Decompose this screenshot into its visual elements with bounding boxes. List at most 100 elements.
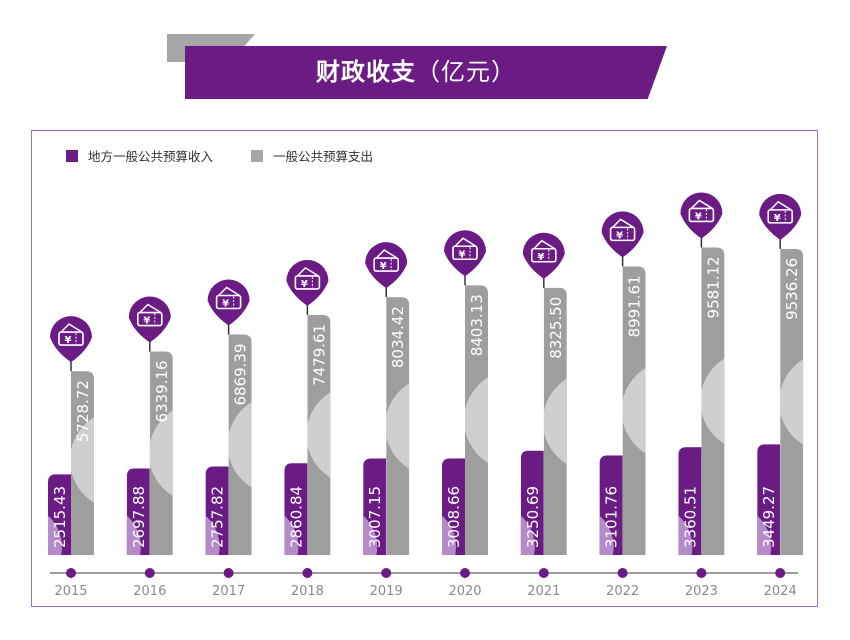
income-bar-group bbox=[599, 455, 623, 555]
income-bar-group bbox=[520, 450, 544, 555]
expenditure-bar-group bbox=[71, 371, 94, 555]
year-tick-label: 2022 bbox=[606, 584, 639, 599]
yuan-symbol: ¥ bbox=[695, 211, 702, 222]
income-value-label: 3101.76 bbox=[603, 486, 621, 548]
year-tick-label: 2021 bbox=[527, 584, 560, 599]
timeline-dot bbox=[302, 568, 313, 578]
yuan-ticket-pin-icon: ¥ bbox=[128, 296, 171, 343]
expenditure-value-label: 8034.42 bbox=[389, 306, 407, 368]
bar-group-2020: 3008.66 8403.13 ¥2020 bbox=[442, 230, 488, 599]
year-tick-label: 2024 bbox=[764, 584, 797, 599]
yuan-symbol: ¥ bbox=[65, 335, 72, 346]
income-value-label: 3250.69 bbox=[524, 486, 542, 548]
expenditure-value-label: 9581.12 bbox=[704, 256, 722, 318]
income-bar-group bbox=[757, 444, 781, 555]
bar-group-2023: 3360.51 9581.12 ¥2023 bbox=[678, 192, 725, 599]
expenditure-bar-group bbox=[386, 297, 410, 555]
expenditure-bar-group bbox=[228, 334, 252, 555]
timeline-dot bbox=[538, 568, 549, 578]
yuan-ticket-pin-icon: ¥ bbox=[365, 242, 408, 289]
expenditure-value-label: 5728.72 bbox=[74, 380, 92, 442]
bar-group-2015: 2515.43 5728.72 ¥2015 bbox=[48, 316, 94, 599]
ticket-front bbox=[609, 226, 636, 242]
yuan-symbol: ¥ bbox=[774, 213, 781, 224]
income-value-label: 3449.27 bbox=[760, 486, 778, 548]
pin-shape bbox=[680, 192, 723, 239]
yuan-symbol: ¥ bbox=[222, 298, 229, 309]
ticket-front bbox=[767, 209, 794, 224]
title-unit: （亿元） bbox=[416, 58, 516, 86]
pin-shape bbox=[522, 232, 565, 279]
year-tick-label: 2017 bbox=[212, 584, 245, 599]
timeline-dot bbox=[223, 568, 234, 578]
income-bar-group bbox=[48, 474, 71, 555]
yuan-symbol: ¥ bbox=[537, 252, 544, 263]
expenditure-value-label: 7479.61 bbox=[310, 324, 328, 386]
ticket-front bbox=[294, 275, 321, 290]
timeline-dot bbox=[66, 568, 76, 578]
timeline-dot bbox=[775, 568, 786, 578]
timeline-dot bbox=[617, 568, 628, 578]
expenditure-value-label: 8325.50 bbox=[547, 297, 565, 359]
year-tick-label: 2018 bbox=[291, 584, 324, 599]
expenditure-bar-group bbox=[780, 248, 804, 555]
expenditure-bar-group bbox=[149, 351, 173, 555]
yuan-ticket-pin-icon: ¥ bbox=[601, 211, 644, 258]
legend-label-expenditure: 一般公共预算支出 bbox=[273, 149, 374, 164]
ticket-back bbox=[612, 218, 634, 229]
income-bar-group bbox=[442, 458, 465, 555]
ticket-back bbox=[690, 199, 713, 210]
ticket-front bbox=[373, 257, 400, 272]
income-value-label: 2757.82 bbox=[209, 486, 227, 548]
expenditure-value-label: 9536.26 bbox=[783, 258, 801, 320]
yuan-ticket-pin-icon: ¥ bbox=[680, 192, 723, 239]
bar-group-2024: 3449.27 9536.26 ¥2024 bbox=[757, 193, 804, 599]
yuan-symbol: ¥ bbox=[616, 230, 623, 241]
pin-shape bbox=[365, 242, 408, 289]
expenditure-value-label: 6869.39 bbox=[232, 343, 250, 405]
ticket-back bbox=[533, 239, 556, 250]
income-bar-group bbox=[126, 468, 150, 555]
expenditure-bar-group bbox=[622, 266, 646, 555]
ticket-back bbox=[454, 237, 477, 247]
yuan-ticket-pin-icon: ¥ bbox=[207, 279, 250, 326]
ticket-front bbox=[137, 311, 163, 327]
ticket-back bbox=[375, 249, 398, 259]
expenditure-bar-group bbox=[701, 247, 725, 555]
pin-shape bbox=[207, 279, 250, 326]
income-value-label: 2697.88 bbox=[130, 486, 148, 548]
pin-shape bbox=[286, 259, 329, 306]
yuan-symbol: ¥ bbox=[459, 249, 466, 260]
legend-label-income: 地方一般公共预算收入 bbox=[88, 149, 214, 164]
ticket-back bbox=[218, 286, 240, 297]
yuan-ticket-pin-icon: ¥ bbox=[759, 193, 802, 240]
ticket-back bbox=[139, 303, 162, 314]
pin-shape bbox=[444, 230, 486, 277]
year-tick-label: 2016 bbox=[133, 584, 166, 599]
bar-group-2018: 2860.84 7479.61 ¥2018 bbox=[284, 259, 331, 599]
expenditure-value-label: 6339.16 bbox=[153, 361, 171, 423]
income-bar-group bbox=[284, 463, 308, 555]
year-tick-label: 2023 bbox=[685, 584, 718, 599]
yuan-symbol: ¥ bbox=[301, 279, 308, 290]
timeline-dot bbox=[696, 568, 707, 578]
timeline-dot bbox=[144, 568, 155, 578]
ticket-back bbox=[60, 323, 83, 333]
expenditure-bar-group bbox=[307, 314, 331, 555]
yuan-ticket-pin-icon: ¥ bbox=[522, 232, 565, 279]
yuan-ticket-pin-icon: ¥ bbox=[50, 316, 92, 363]
legend-item-income: 地方一般公共预算收入 bbox=[66, 146, 213, 165]
ticket-back bbox=[769, 200, 792, 211]
pin-shape bbox=[128, 296, 171, 343]
income-value-label: 3007.15 bbox=[366, 486, 384, 548]
bar-group-2019: 3007.15 8034.42 ¥2019 bbox=[363, 242, 410, 599]
bar-group-2021: 3250.69 8325.50 ¥2021 bbox=[520, 232, 567, 599]
timeline-dot bbox=[381, 568, 392, 578]
yuan-symbol: ¥ bbox=[143, 316, 150, 327]
income-bar-group bbox=[205, 466, 229, 555]
yuan-symbol: ¥ bbox=[380, 261, 387, 272]
income-bar-group bbox=[363, 458, 387, 555]
income-value-label: 3360.51 bbox=[681, 486, 699, 548]
ticket-front bbox=[215, 294, 242, 310]
ticket-front bbox=[58, 331, 84, 346]
